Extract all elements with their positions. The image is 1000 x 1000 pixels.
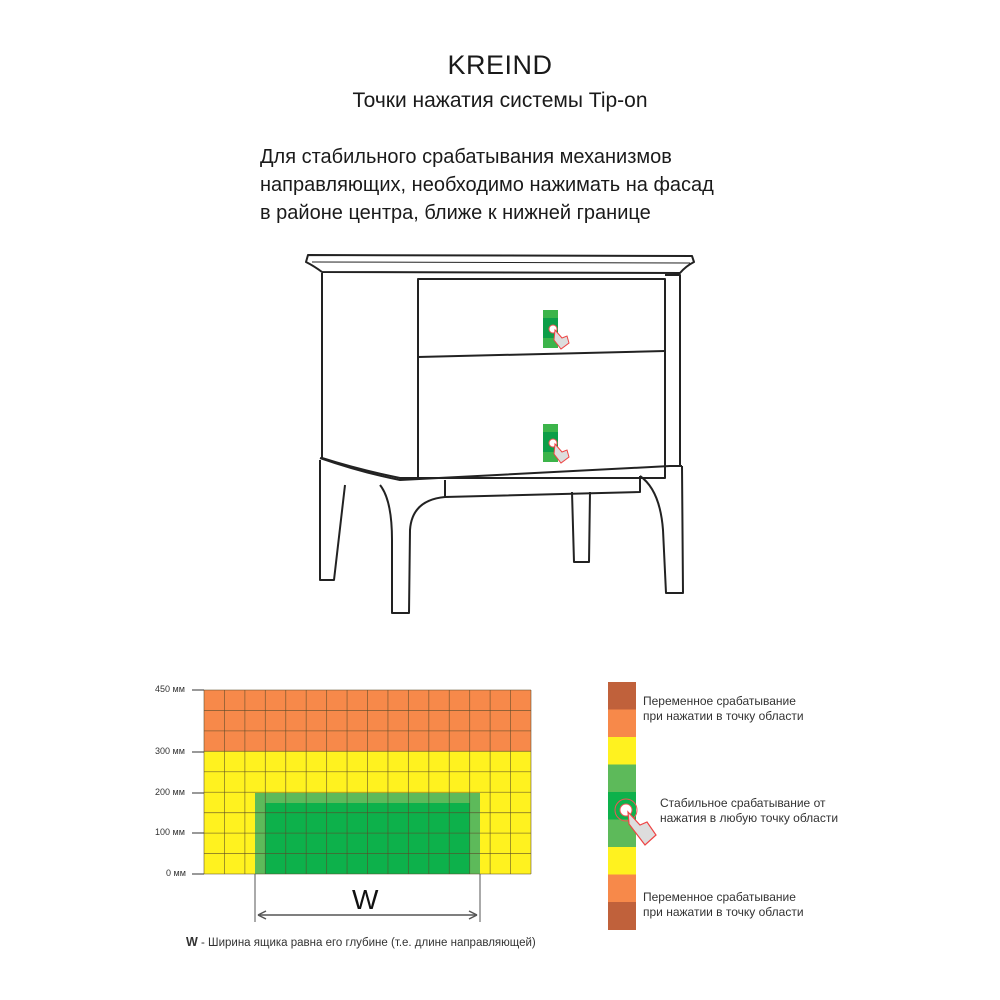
ring — [614, 798, 638, 822]
nightstand-illustration — [305, 254, 695, 614]
tick-450: 450 мм — [155, 684, 185, 694]
caption-key: W — [186, 935, 198, 949]
legend-segment-brown — [608, 682, 636, 710]
hand — [627, 810, 657, 846]
legend-stable: Стабильное срабатывание от нажатия в люб… — [660, 796, 838, 826]
press-marker-top-drawer — [543, 310, 570, 350]
tick-300: 300 мм — [155, 746, 185, 756]
legend-segment-light_green — [608, 764, 636, 793]
legend-line: Стабильное срабатывание от — [660, 796, 826, 810]
tick-0: 0 мм — [166, 868, 186, 878]
caption-text: - Ширина ящика равна его глубине (т.е. д… — [197, 937, 536, 949]
hand-pointer-press-icon — [614, 798, 657, 846]
legend-segment-orange — [608, 709, 636, 738]
instruction-text: Для стабильного срабатывания механизмов … — [260, 143, 714, 227]
press-marker-bottom-drawer — [543, 424, 570, 464]
instruction-line: направляющих, необходимо нажимать на фас… — [260, 174, 714, 196]
legend-segment-yellow — [608, 737, 636, 765]
legend-line: нажатия в любую точку области — [660, 811, 839, 825]
legend-line: Переменное срабатывание — [643, 694, 796, 708]
dimension-arrows — [257, 910, 478, 920]
instruction-line: в районе центра, ближе к нижней границе — [260, 202, 651, 224]
legend-line: при нажатии в точку области — [643, 709, 804, 723]
tick-200: 200 мм — [155, 787, 185, 797]
tick-100: 100 мм — [155, 827, 185, 837]
legend-line: при нажатии в точку области — [643, 905, 804, 919]
width-caption: W - Ширина ящика равна его глубине (т.е.… — [186, 935, 536, 949]
instruction-line: Для стабильного срабатывания механизмов — [260, 146, 672, 168]
legend-line: Переменное срабатывание — [643, 890, 796, 904]
page-subtitle: Точки нажатия системы Tip-on — [352, 89, 648, 112]
legend-bar — [608, 682, 657, 930]
legend-segment-orange — [608, 874, 636, 903]
brand-title: KREIND — [447, 50, 553, 80]
legend-segment-yellow — [608, 847, 636, 875]
legend-variable-bottom: Переменное срабатывание при нажатии в то… — [643, 890, 804, 920]
legend-variable-top: Переменное срабатывание при нажатии в то… — [643, 694, 804, 724]
width-label: W — [352, 884, 379, 915]
legend-segment-brown — [608, 902, 636, 930]
